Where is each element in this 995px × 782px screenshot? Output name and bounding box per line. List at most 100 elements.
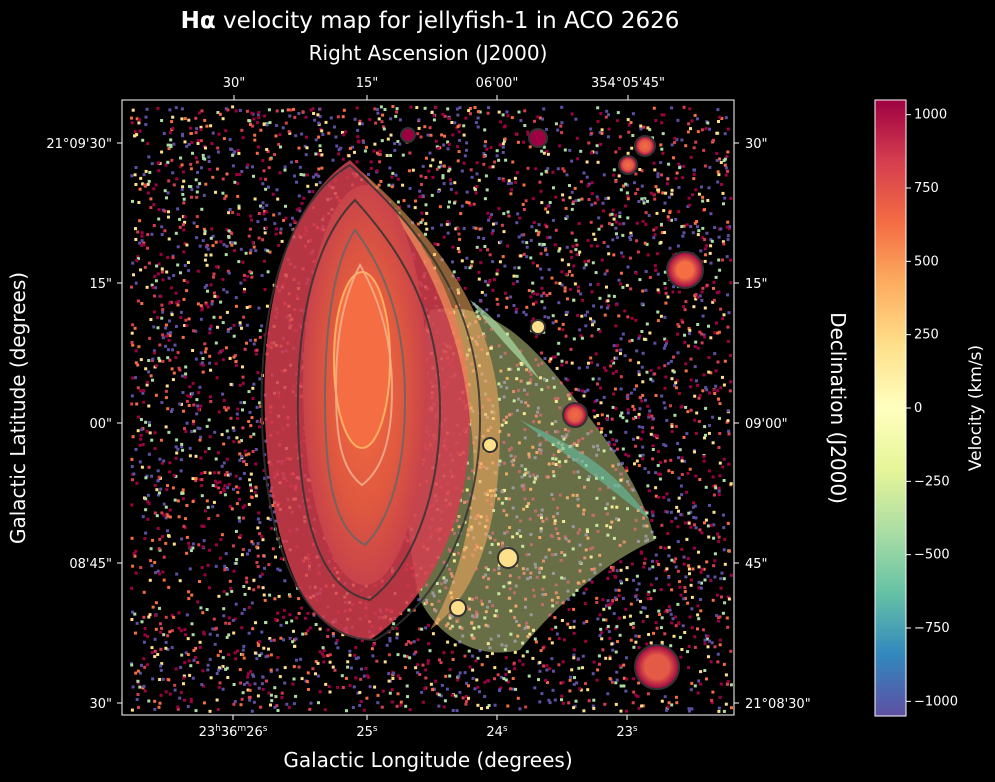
noise-pixel <box>251 673 255 677</box>
noise-pixel <box>706 574 710 578</box>
noise-pixel <box>255 405 259 409</box>
noise-pixel <box>156 479 160 483</box>
noise-pixel <box>168 692 172 696</box>
noise-pixel <box>551 497 555 501</box>
noise-pixel <box>718 157 721 161</box>
noise-pixel <box>226 108 230 112</box>
noise-pixel <box>718 268 722 272</box>
noise-pixel <box>651 426 654 430</box>
noise-pixel <box>469 506 473 510</box>
noise-pixel <box>206 668 210 672</box>
noise-pixel <box>729 573 733 577</box>
noise-pixel <box>650 519 654 522</box>
noise-pixel <box>570 207 574 211</box>
noise-pixel <box>200 566 204 569</box>
noise-pixel <box>274 555 277 559</box>
noise-pixel <box>565 297 569 301</box>
noise-pixel <box>614 303 618 307</box>
noise-pixel <box>561 328 565 332</box>
noise-pixel <box>456 125 460 128</box>
noise-pixel <box>318 107 321 111</box>
noise-pixel <box>241 548 245 551</box>
noise-pixel <box>242 585 246 588</box>
noise-pixel <box>716 660 720 664</box>
noise-pixel <box>569 391 573 395</box>
noise-pixel <box>196 170 199 174</box>
noise-pixel <box>334 135 338 139</box>
noise-pixel <box>520 464 524 468</box>
noise-pixel <box>131 108 135 112</box>
noise-pixel <box>586 432 590 436</box>
noise-pixel <box>689 688 693 692</box>
noise-pixel <box>689 583 693 587</box>
noise-pixel <box>317 701 320 705</box>
noise-pixel <box>550 553 554 557</box>
noise-pixel <box>515 221 519 225</box>
noise-pixel <box>549 357 553 361</box>
noise-pixel <box>638 168 642 171</box>
noise-pixel <box>632 578 635 582</box>
noise-pixel <box>451 260 454 264</box>
noise-pixel <box>242 273 246 277</box>
noise-pixel <box>615 505 619 509</box>
noise-pixel <box>477 277 481 281</box>
noise-pixel <box>169 138 173 142</box>
noise-pixel <box>663 695 667 699</box>
noise-pixel <box>154 571 158 575</box>
noise-pixel <box>713 352 717 356</box>
noise-pixel <box>701 195 705 199</box>
noise-pixel <box>656 310 660 314</box>
noise-pixel <box>476 656 480 660</box>
noise-pixel <box>550 641 554 645</box>
noise-pixel <box>179 271 182 275</box>
noise-pixel <box>512 274 516 278</box>
noise-pixel <box>584 639 588 643</box>
noise-pixel <box>177 626 181 630</box>
noise-pixel <box>320 129 324 133</box>
noise-pixel <box>254 462 258 466</box>
noise-pixel <box>685 432 689 436</box>
noise-pixel <box>684 300 688 304</box>
noise-pixel <box>687 521 691 525</box>
noise-pixel <box>162 633 166 637</box>
noise-pixel <box>545 430 549 434</box>
noise-pixel <box>519 519 523 523</box>
noise-pixel <box>260 572 264 576</box>
noise-pixel <box>238 383 242 387</box>
noise-pixel <box>167 210 170 214</box>
noise-pixel <box>204 146 207 150</box>
noise-pixel <box>583 601 587 605</box>
noise-pixel <box>515 619 518 623</box>
noise-pixel <box>245 576 249 580</box>
noise-pixel <box>572 625 576 629</box>
noise-pixel <box>572 264 576 268</box>
noise-pixel <box>719 161 723 164</box>
noise-pixel <box>257 116 261 120</box>
noise-pixel <box>652 236 656 240</box>
noise-pixel <box>302 173 306 177</box>
noise-pixel <box>587 699 591 703</box>
noise-pixel <box>185 421 189 425</box>
noise-pixel <box>168 319 171 323</box>
noise-pixel <box>677 186 681 189</box>
noise-pixel <box>495 154 499 158</box>
noise-pixel <box>324 682 328 686</box>
noise-pixel <box>590 580 594 584</box>
noise-pixel <box>515 274 519 278</box>
noise-pixel <box>195 195 199 199</box>
noise-pixel <box>640 302 644 306</box>
noise-pixel <box>444 674 448 678</box>
noise-pixel <box>729 482 733 486</box>
noise-pixel <box>170 311 174 315</box>
noise-pixel <box>147 615 151 619</box>
noise-pixel <box>626 507 629 511</box>
noise-pixel <box>245 323 249 327</box>
noise-pixel <box>503 461 506 465</box>
noise-pixel <box>178 402 182 406</box>
noise-pixel <box>554 228 558 232</box>
noise-pixel <box>181 192 185 196</box>
noise-pixel <box>534 229 538 233</box>
noise-pixel <box>490 543 494 546</box>
noise-pixel <box>600 427 604 431</box>
noise-pixel <box>214 485 218 488</box>
